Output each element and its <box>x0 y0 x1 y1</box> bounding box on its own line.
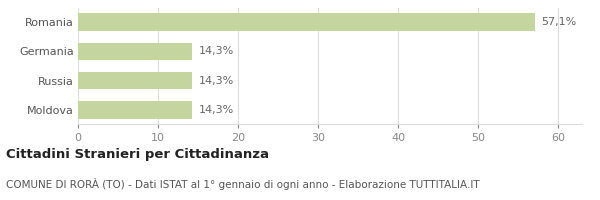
Text: COMUNE DI RORÀ (TO) - Dati ISTAT al 1° gennaio di ogni anno - Elaborazione TUTTI: COMUNE DI RORÀ (TO) - Dati ISTAT al 1° g… <box>6 178 479 190</box>
Text: 14,3%: 14,3% <box>199 46 234 56</box>
Bar <box>78 72 193 89</box>
Text: 57,1%: 57,1% <box>541 17 577 27</box>
Text: Cittadini Stranieri per Cittadinanza: Cittadini Stranieri per Cittadinanza <box>6 148 269 161</box>
Bar <box>78 13 535 31</box>
Bar <box>78 101 193 119</box>
Text: 14,3%: 14,3% <box>199 76 234 86</box>
Bar <box>78 43 193 60</box>
Text: 14,3%: 14,3% <box>199 105 234 115</box>
